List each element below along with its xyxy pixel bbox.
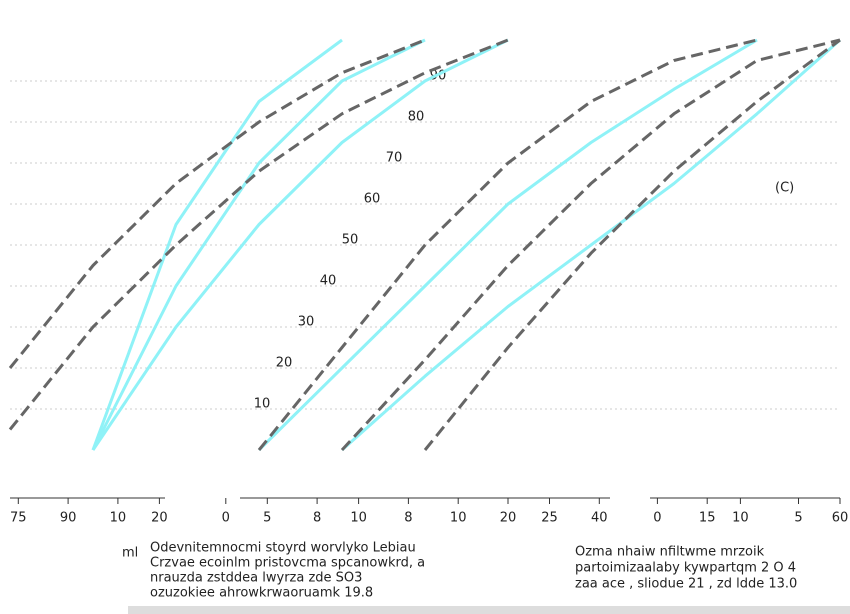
- x-tick-label: 10: [110, 511, 127, 526]
- scrollbar: [128, 606, 850, 614]
- x-tick-label: 20: [151, 511, 168, 526]
- caption-left: Odevnitemnocmi stoyrd worvlyko Lebiau: [150, 541, 416, 556]
- x-tick-label: 0: [222, 511, 230, 526]
- caption-right: partoimizaalaby kywpartqm 2 O 4: [575, 561, 796, 576]
- x-tick-label: 10: [450, 511, 467, 526]
- y-tick-label: 30: [298, 315, 315, 330]
- series-line: [8, 38, 426, 369]
- series-line: [423, 38, 841, 451]
- x-tick-label: 15: [699, 511, 716, 526]
- series-line: [91, 38, 343, 451]
- series-line: [91, 38, 509, 451]
- annotation: ml: [122, 546, 138, 561]
- caption-right: Ozma nhaiw nfiltwme mrzoik: [575, 545, 765, 560]
- x-tick-label: 10: [350, 511, 367, 526]
- y-tick-label: 80: [408, 110, 425, 125]
- x-tick-label: 8: [313, 511, 321, 526]
- series-line: [91, 38, 426, 451]
- series-line: [8, 38, 509, 431]
- caption-left: Crzvae ecoinlm pristovcma spcanowkrd, a: [150, 556, 425, 571]
- y-tick-label: 20: [276, 356, 293, 371]
- x-tick-label: 75: [10, 511, 27, 526]
- series-line: [340, 38, 841, 452]
- y-tick-label: 10: [254, 397, 271, 412]
- y-tick-label: 60: [364, 192, 381, 207]
- x-tick-label: 20: [500, 511, 517, 526]
- caption-right: zaa ace , sliodue 21 , zd ldde 13.0: [575, 577, 797, 592]
- y-tick-label: 50: [342, 233, 359, 248]
- x-tick-label: 5: [794, 511, 802, 526]
- annotation: (C): [775, 181, 794, 196]
- series-line: [257, 38, 758, 452]
- series-line: [341, 38, 841, 452]
- y-tick-label: 40: [320, 274, 337, 289]
- x-tick-label: 40: [591, 511, 608, 526]
- x-tick-label: 0: [653, 511, 661, 526]
- x-tick-label: 10: [732, 511, 749, 526]
- x-tick-label: 90: [60, 511, 77, 526]
- y-tick-label: 70: [386, 151, 403, 166]
- series-line: [257, 38, 758, 451]
- x-tick-label: 8: [404, 511, 412, 526]
- caption-left: ozuzokiee ahrowkrwaoruamk 19.8: [150, 586, 373, 601]
- x-tick-label: 60: [832, 511, 849, 526]
- caption-left: nrauzda zstddea lwyrza zde SO3: [150, 571, 362, 586]
- x-tick-label: 5: [263, 511, 271, 526]
- x-tick-label: 25: [541, 511, 558, 526]
